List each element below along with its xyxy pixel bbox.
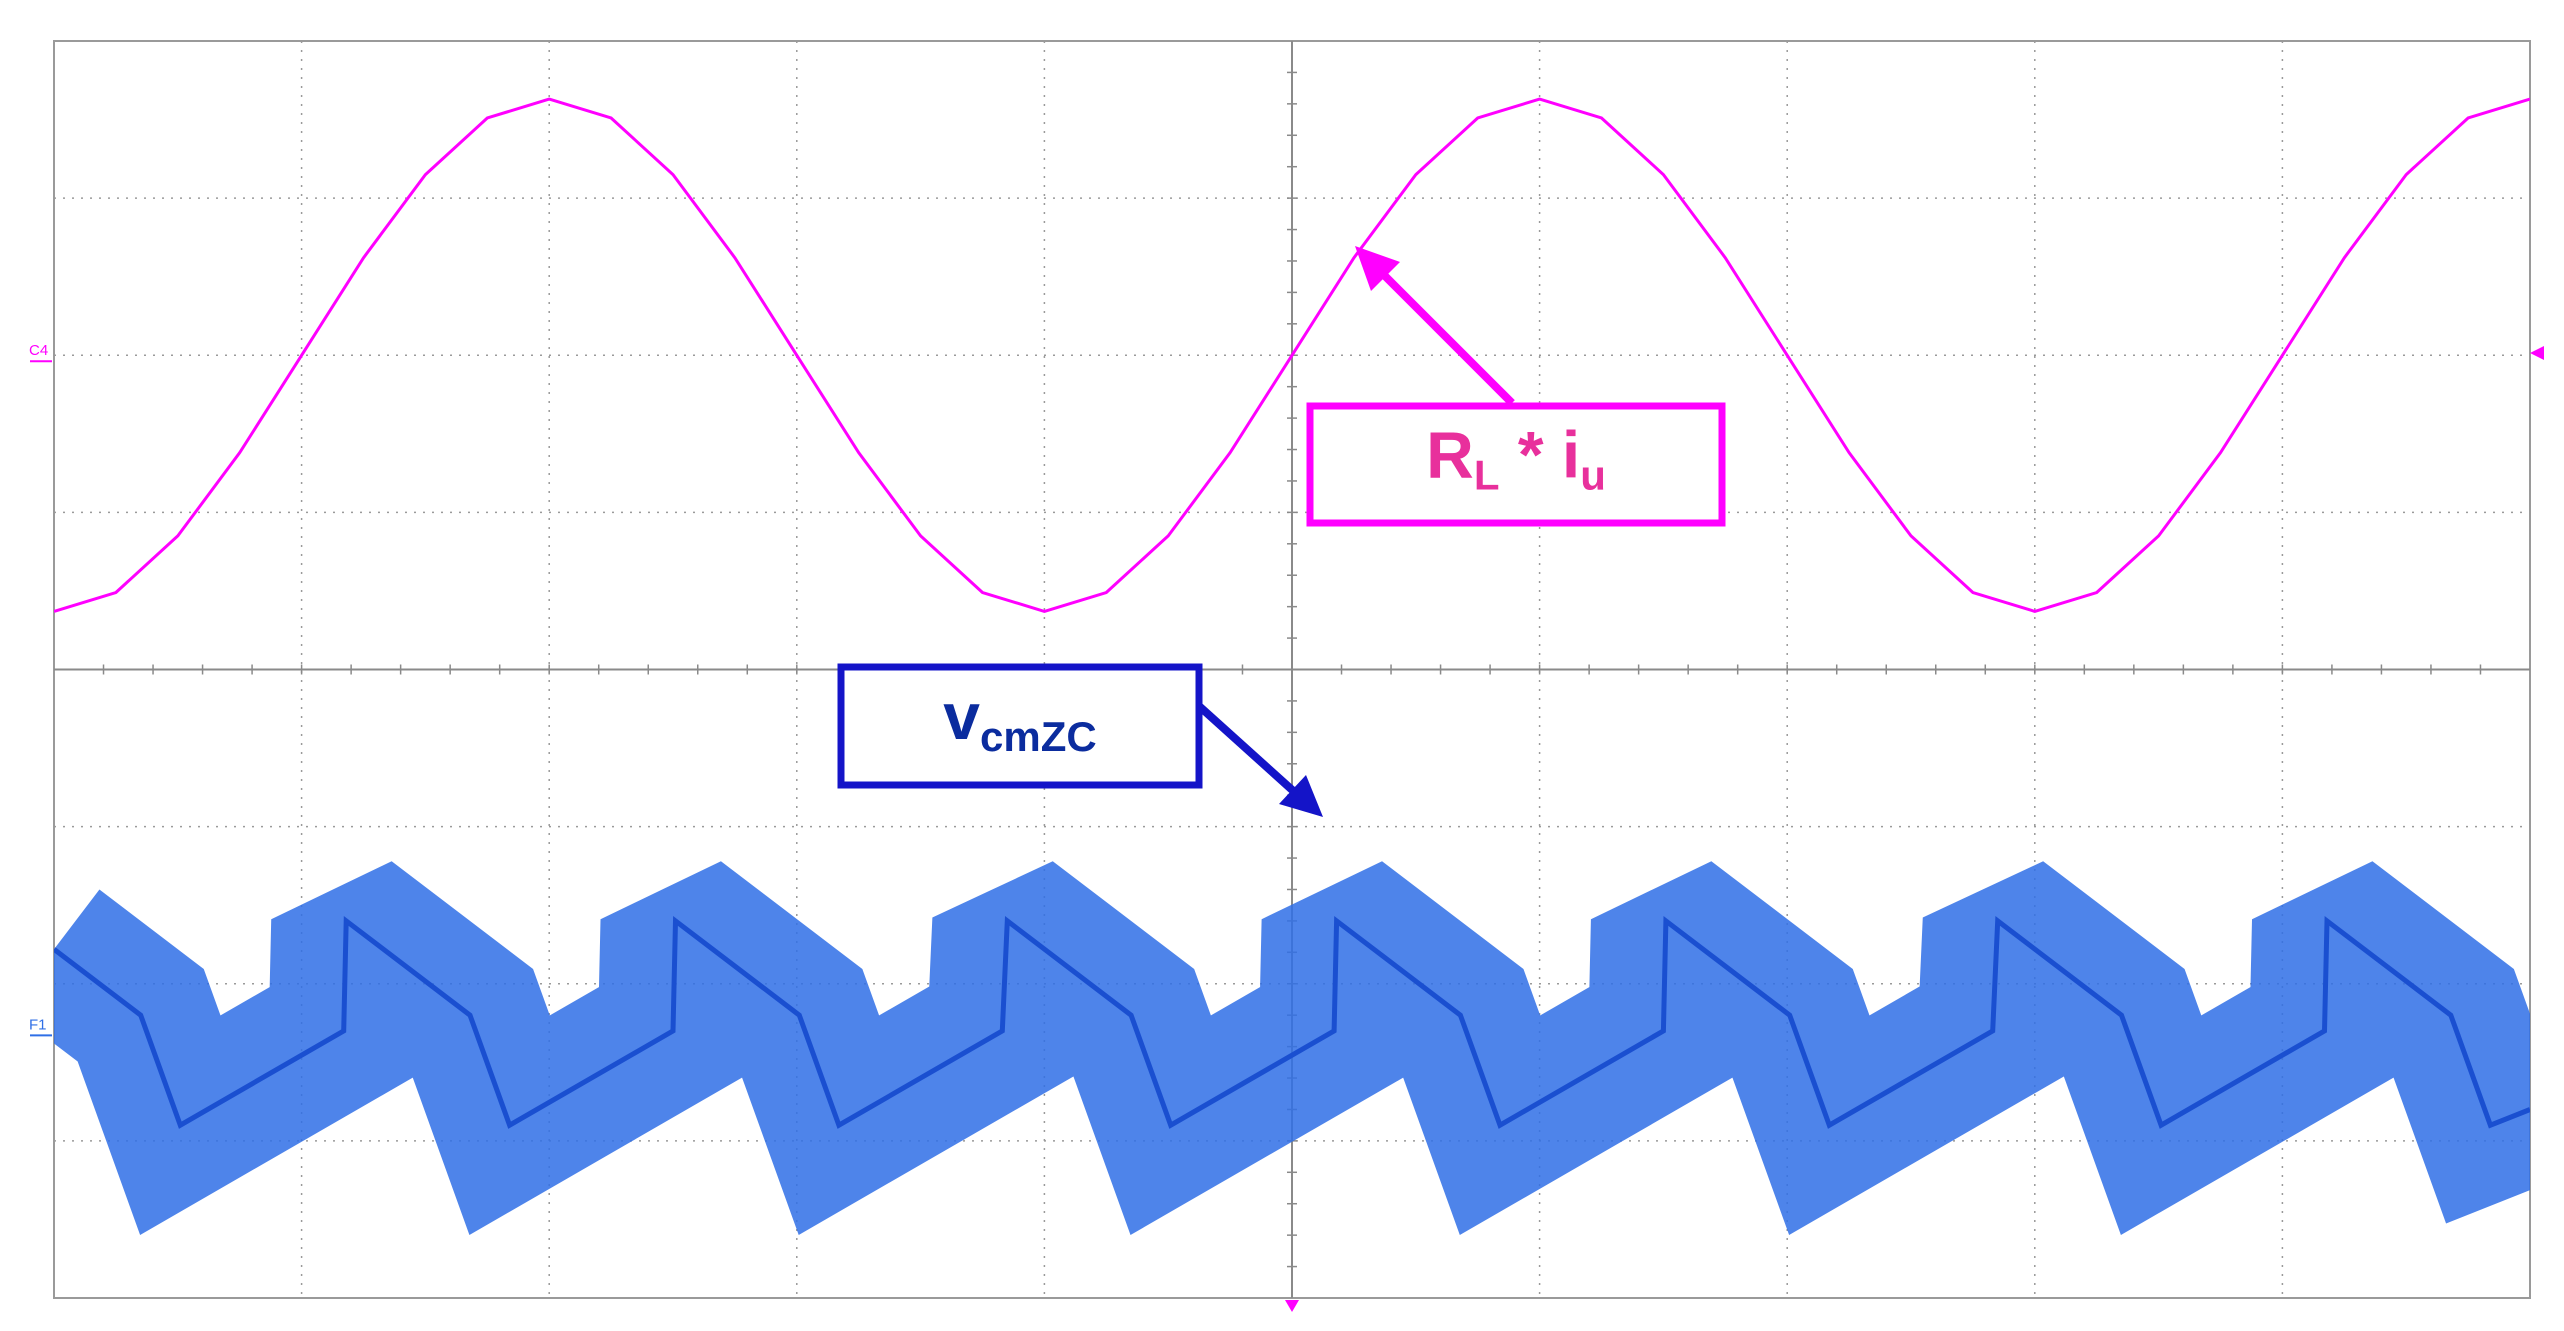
arrow xyxy=(1372,263,1515,406)
trace xyxy=(54,915,2530,1129)
ref-marker xyxy=(2530,346,2544,360)
arrow xyxy=(1196,703,1303,800)
annotations: RL * iu vcmZC xyxy=(837,246,1726,817)
annotation-box xyxy=(1306,402,1726,527)
annotation-part: cmZC xyxy=(980,713,1097,760)
channel-label: C4 xyxy=(29,342,48,359)
annotation-part: u xyxy=(1580,452,1606,499)
annotation-text: RL * iu xyxy=(1426,418,1606,499)
trace-band xyxy=(54,861,2530,1235)
annotation-text: vcmZC xyxy=(943,679,1096,760)
annotation-part: * i xyxy=(1499,418,1580,492)
annotation-part: v xyxy=(943,679,980,753)
channel-label: F1 xyxy=(29,1016,47,1033)
arrow-head xyxy=(1279,775,1323,817)
arrow-head xyxy=(1355,246,1400,291)
annotation-part: R xyxy=(1426,418,1474,492)
trigger-marker xyxy=(1285,1300,1299,1312)
annotation-box xyxy=(837,663,1203,789)
trace xyxy=(54,97,2530,613)
annotation-part: L xyxy=(1474,452,1500,499)
traces: C4 F1 xyxy=(29,97,2530,1235)
